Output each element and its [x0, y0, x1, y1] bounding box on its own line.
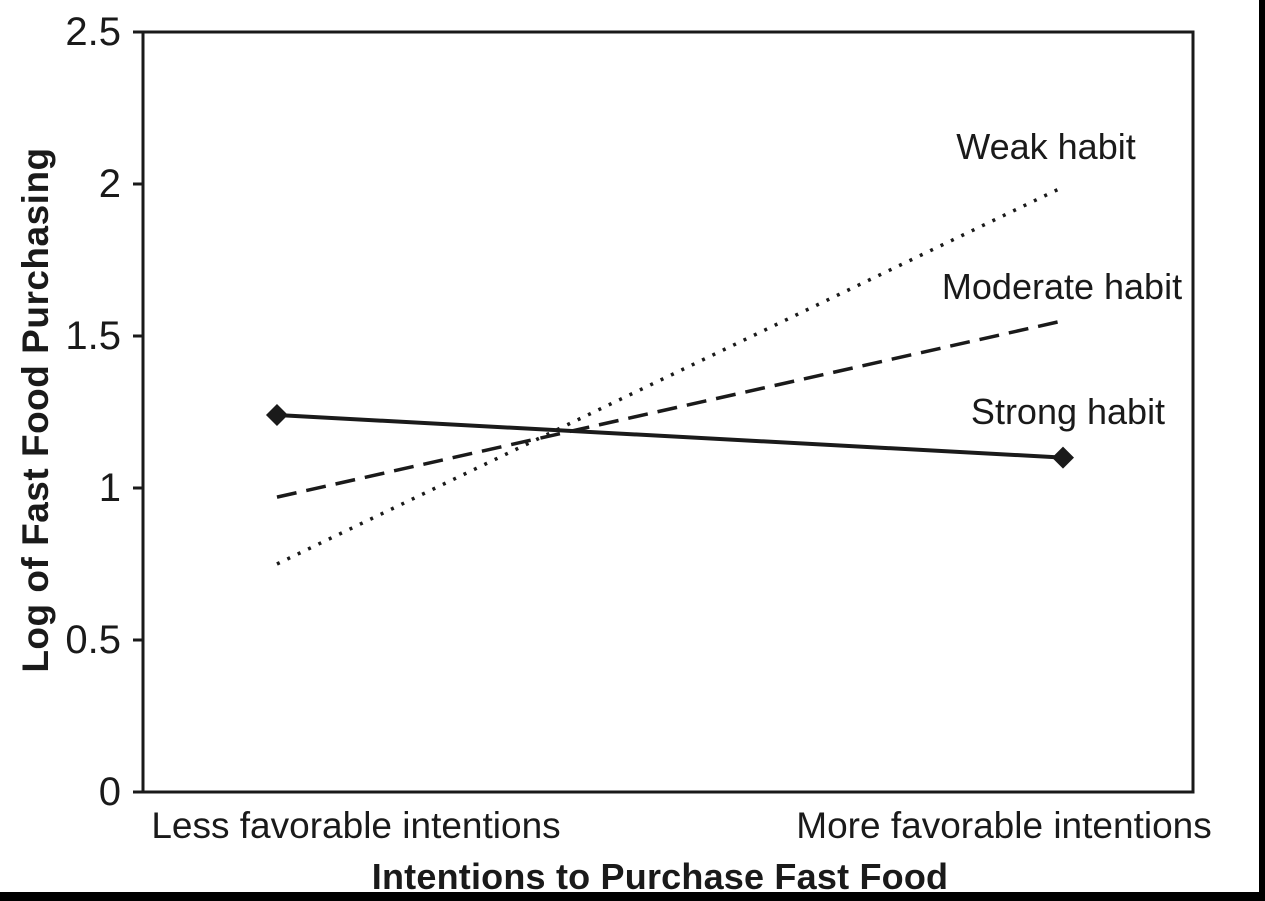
y-tick-label: 2.5 [65, 10, 121, 54]
y-tick-label: 2 [98, 162, 121, 206]
x-axis-title: Intentions to Purchase Fast Food [371, 856, 949, 897]
image-right-border [1259, 0, 1265, 901]
series-label-weak-habit: Weak habit [956, 126, 1136, 167]
x-category-label-more-favorable: More favorable intentions [796, 805, 1212, 846]
series-label-strong-habit: Strong habit [970, 391, 1166, 432]
y-axis-title: Log of Fast Food Purchasing [15, 147, 56, 673]
y-tick-label: 0 [98, 770, 121, 814]
x-category-label-less-favorable: Less favorable intentions [151, 805, 561, 846]
image-bottom-border [0, 892, 1265, 901]
y-tick-label: 1 [98, 466, 121, 510]
y-tick-label: 0.5 [65, 618, 121, 662]
y-tick-label: 1.5 [65, 314, 121, 358]
series-label-moderate-habit: Moderate habit [941, 266, 1183, 307]
